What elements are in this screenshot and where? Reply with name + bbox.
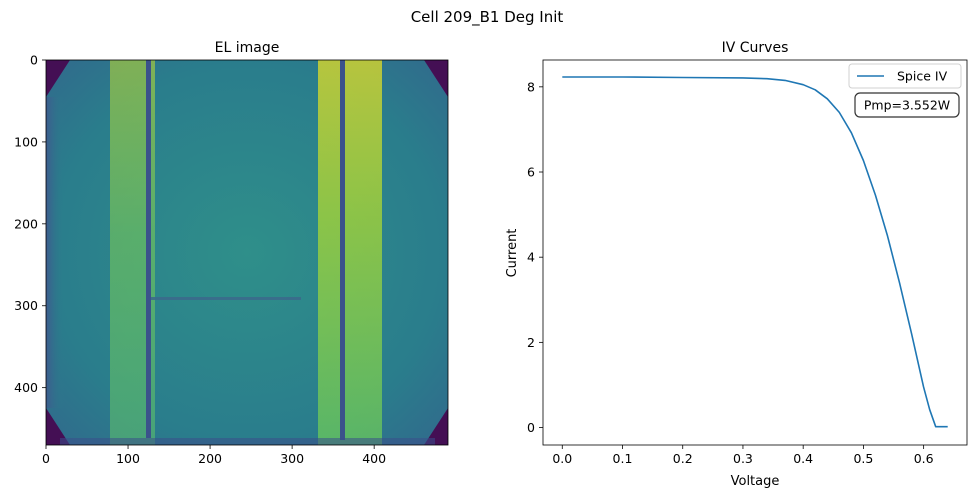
- iv-legend-label: Spice IV: [897, 69, 948, 84]
- iv-pmp-annotation: Pmp=3.552W: [854, 92, 960, 118]
- iv-y-ticks: 0 2 4 6 8: [527, 79, 543, 435]
- el-left-edge-shade: [46, 97, 64, 408]
- iv-y-tick-label: 8: [527, 79, 535, 94]
- iv-legend-box: [848, 63, 962, 89]
- iv-x-tick-label: 0.3: [733, 451, 753, 466]
- iv-ylabel: Current: [505, 229, 520, 278]
- el-x-ticks: 0 100 200 300 400: [42, 445, 386, 466]
- el-cell-area: [46, 60, 448, 445]
- el-y-tick-label: 200: [14, 216, 38, 231]
- iv-axes-frame: [542, 59, 968, 446]
- iv-y-tick-label: 0: [527, 420, 535, 435]
- el-bottom-shadow: [60, 438, 435, 445]
- iv-x-tick-label: 0.0: [552, 451, 572, 466]
- iv-xlabel: Voltage: [731, 474, 780, 489]
- el-x-tick-label: 100: [116, 451, 140, 466]
- el-x-tick-label: 300: [280, 451, 304, 466]
- el-y-tick-label: 400: [14, 380, 38, 395]
- el-y-tick-label: 0: [30, 53, 38, 68]
- el-y-ticks: 0 100 200 300 400: [14, 53, 46, 395]
- iv-x-ticks: 0.0 0.1 0.2 0.3 0.4 0.5 0.6: [552, 445, 934, 466]
- iv-x-tick-label: 0.4: [793, 451, 813, 466]
- iv-series-line: [562, 76, 948, 428]
- iv-legend: Spice IV: [848, 63, 962, 89]
- iv-y-tick-label: 6: [527, 165, 535, 180]
- iv-y-tick-label: 2: [527, 335, 535, 350]
- iv-x-tick-label: 0.1: [613, 451, 633, 466]
- el-x-tick-label: 200: [198, 451, 222, 466]
- el-image-title: EL image: [215, 40, 280, 56]
- el-busbar-right: [340, 60, 345, 440]
- figure-suptitle: Cell 209_B1 Deg Init: [411, 8, 564, 27]
- el-image-panel: EL image 0 100 200 300 400 0 100 200 300 400: [14, 40, 449, 466]
- iv-curves-panel: IV Curves 0.0 0.1 0.2 0.3 0.4 0.5 0.6 0 2 4 6 8 Vo…: [505, 40, 968, 489]
- el-y-tick-label: 100: [14, 134, 38, 149]
- el-axes-frame: [45, 59, 449, 446]
- el-busbar-left: [146, 60, 151, 438]
- iv-x-tick-label: 0.6: [914, 451, 934, 466]
- el-heatmap: [46, 60, 448, 445]
- iv-y-tick-label: 4: [527, 250, 535, 265]
- iv-title: IV Curves: [722, 40, 789, 56]
- el-crack-line: [151, 297, 301, 300]
- iv-x-tick-label: 0.2: [673, 451, 693, 466]
- iv-pmp-label: Pmp=3.552W: [864, 98, 950, 113]
- el-y-tick-label: 300: [14, 298, 38, 313]
- iv-x-tick-label: 0.5: [853, 451, 873, 466]
- el-x-tick-label: 0: [42, 451, 50, 466]
- iv-pmp-box: [854, 92, 960, 118]
- iv-series-layer: [562, 76, 948, 428]
- el-bright-band-right: [318, 60, 382, 445]
- el-x-tick-label: 400: [362, 451, 386, 466]
